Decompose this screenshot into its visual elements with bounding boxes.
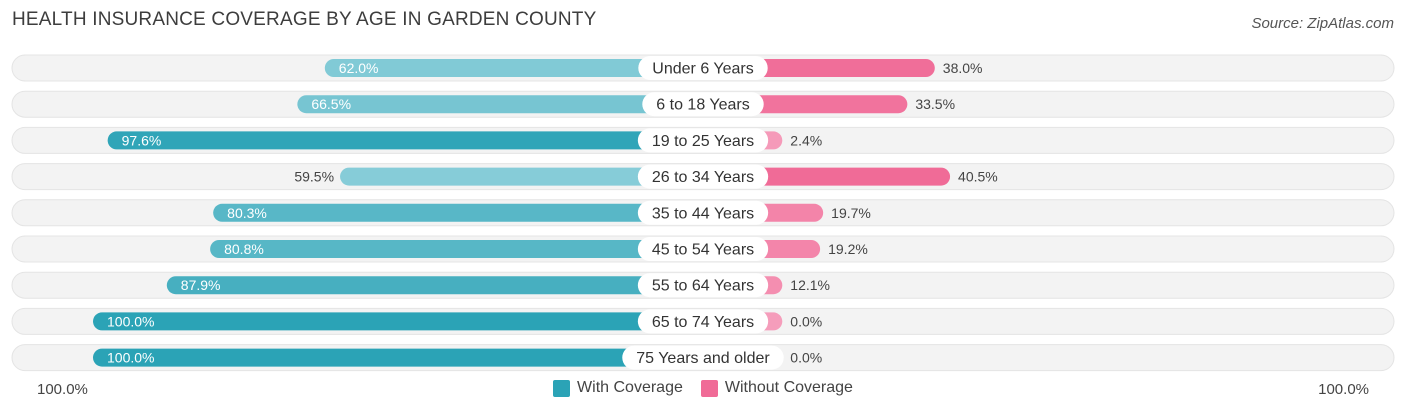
axis-right-label: 100.0% <box>1318 381 1369 398</box>
bar-with-coverage <box>210 240 703 258</box>
value-label-with-coverage: 62.0% <box>339 60 379 76</box>
bar-with-coverage <box>213 203 704 222</box>
bar-with-coverage <box>93 348 703 367</box>
legend-item-with-coverage: With Coverage <box>553 379 683 397</box>
category-label: Under 6 Years <box>652 61 753 78</box>
bar-with-coverage <box>107 131 703 150</box>
value-label-without-coverage: 0.0% <box>790 350 822 366</box>
category-pill <box>637 200 769 225</box>
value-label-without-coverage: 19.7% <box>831 205 871 221</box>
category-pill <box>637 128 769 153</box>
category-pill <box>637 164 769 189</box>
value-label-without-coverage: 40.5% <box>958 169 998 185</box>
value-label-with-coverage: 80.3% <box>227 205 267 221</box>
value-label-without-coverage: 19.2% <box>828 241 868 257</box>
bar-with-coverage <box>324 59 703 77</box>
value-label-with-coverage: 80.8% <box>224 241 264 257</box>
value-label-without-coverage: 33.5% <box>915 96 955 112</box>
legend-swatch-with-coverage <box>553 379 571 397</box>
bar-with-coverage <box>340 167 703 186</box>
category-label: 26 to 34 Years <box>652 169 754 186</box>
value-label-with-coverage: 97.6% <box>122 132 162 148</box>
axis-left-label: 100.0% <box>37 381 88 398</box>
category-pill <box>637 309 769 334</box>
category-pill <box>637 273 769 298</box>
value-label-with-coverage: 87.9% <box>181 277 221 293</box>
legend-label-without-coverage: Without Coverage <box>724 379 853 396</box>
category-pill <box>622 345 784 370</box>
category-pill <box>637 237 769 261</box>
value-label-without-coverage: 38.0% <box>943 60 983 76</box>
value-label-without-coverage: 12.1% <box>790 277 830 293</box>
category-label: 45 to 54 Years <box>652 242 754 259</box>
bar-with-coverage <box>166 276 703 295</box>
category-pill <box>638 56 768 80</box>
value-label-with-coverage: 100.0% <box>107 350 154 366</box>
category-label: 75 Years and older <box>636 350 770 367</box>
legend-label-with-coverage: With Coverage <box>577 379 683 396</box>
value-label-with-coverage: 66.5% <box>311 96 351 112</box>
value-label-with-coverage: 100.0% <box>107 313 154 329</box>
legend-swatch-without-coverage <box>700 379 718 397</box>
value-label-without-coverage: 2.4% <box>790 132 822 148</box>
category-pill <box>642 92 764 117</box>
category-label: 55 to 64 Years <box>652 278 754 295</box>
category-label: 35 to 44 Years <box>652 205 754 222</box>
category-label: 6 to 18 Years <box>656 97 749 114</box>
chart-title: HEALTH INSURANCE COVERAGE BY AGE IN GARD… <box>12 9 597 30</box>
bar-with-coverage <box>297 95 703 114</box>
source-label: Source: ZipAtlas.com <box>1251 15 1394 32</box>
bar-with-coverage <box>93 312 703 331</box>
value-label-without-coverage: 0.0% <box>790 313 822 329</box>
category-label: 19 to 25 Years <box>652 133 754 150</box>
category-label: 65 to 74 Years <box>652 314 754 331</box>
legend: With Coverage Without Coverage <box>0 379 1406 397</box>
value-label-with-coverage: 59.5% <box>294 169 334 185</box>
legend-item-without-coverage: Without Coverage <box>700 379 853 397</box>
